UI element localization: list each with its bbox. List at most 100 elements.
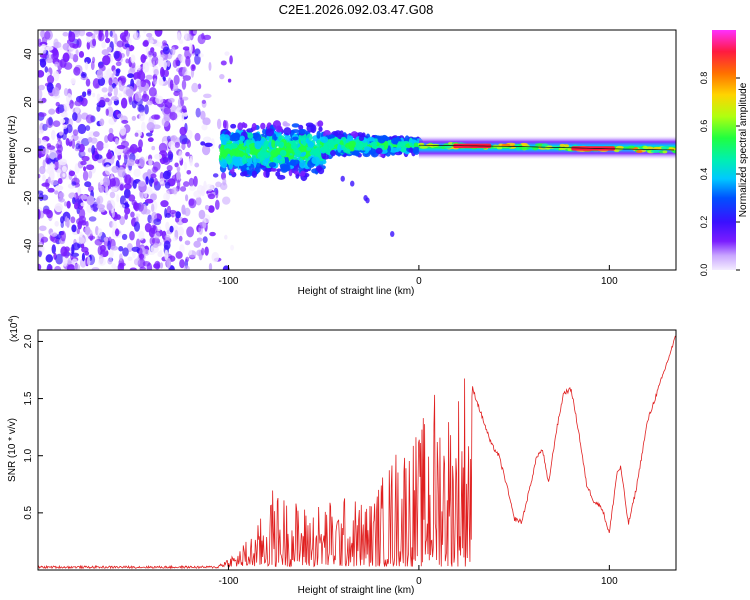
spectrogram-band-blob	[559, 143, 566, 147]
spectrogram-noise-blob	[193, 175, 198, 187]
spectrogram-noise-blob	[158, 56, 164, 68]
spectrogram-noise-blob	[98, 258, 106, 266]
spectrogram-signal-blob	[305, 146, 312, 151]
spectrogram-noise-blob	[104, 37, 111, 44]
spectrogram-signal-blob	[283, 127, 292, 136]
spectrogram-noise-blob	[41, 43, 47, 49]
spectrogram-noise-blob	[188, 198, 197, 209]
spectrogram-noise-blob	[179, 39, 184, 45]
spectrogram-noise-blob	[162, 76, 166, 82]
spectrogram-signal-blob	[276, 168, 282, 173]
spectrogram-noise-blob	[144, 223, 152, 233]
spectrogram-signal-blob	[348, 140, 357, 150]
spectrogram-noise-blob	[169, 209, 177, 215]
spectrogram-ylabel: Frequency (Hz)	[7, 116, 18, 185]
spectrogram-signal-blob	[271, 139, 276, 149]
spectrogram-signal-blob	[254, 140, 262, 150]
spectrogram-noise-blob	[168, 97, 175, 103]
spectrogram-noise-blob	[103, 70, 109, 79]
spectrogram-noise-blob	[66, 217, 70, 229]
spectrogram-noise-blob	[185, 194, 189, 202]
spectrogram-noise-blob	[144, 61, 150, 73]
spectrogram-signal-blob	[235, 156, 243, 162]
spectrogram-noise-blob	[178, 89, 183, 100]
spectrogram-noise-blob	[81, 155, 90, 162]
spectrogram-noise-blob	[108, 77, 113, 86]
spectrogram-noise-blob	[139, 156, 146, 168]
spectrogram-signal-blob	[354, 149, 360, 157]
spectrogram-band-blob	[532, 147, 539, 151]
spectrogram-band-blob	[652, 146, 662, 150]
spectrogram-noise-blob	[141, 93, 150, 102]
spectrogram-noise-blob	[87, 136, 93, 143]
spectrogram-signal-blob	[307, 141, 315, 149]
spectrogram-noise-blob	[205, 183, 214, 192]
spectrogram-noise-blob	[119, 184, 124, 191]
spectrogram-noise-blob	[91, 145, 96, 155]
spectrogram-noise-blob	[39, 47, 47, 55]
spectrogram-noise-blob	[110, 96, 119, 101]
spectrogram-noise-blob	[105, 108, 109, 116]
spectrogram-noise-blob	[88, 235, 96, 240]
spectrogram-noise-blob	[42, 159, 46, 169]
spectrogram-signal-blob	[291, 129, 300, 134]
spectrogram-noise-blob	[112, 69, 117, 76]
spectrogram-noise-blob	[182, 75, 192, 81]
spectrogram-noise-blob	[125, 58, 130, 64]
spectrogram-signal-blob	[293, 145, 298, 153]
spectrogram-noise-blob	[127, 159, 135, 167]
spectrogram-noise-blob	[69, 53, 74, 60]
spectrogram-noise-blob	[191, 64, 195, 70]
spectrogram-noise-blob	[204, 204, 210, 211]
spectrogram-noise-blob	[111, 165, 120, 173]
spectrogram-noise-blob	[133, 258, 141, 266]
spectrogram-signal-blob	[367, 136, 375, 142]
spectrogram-noise-blob	[220, 60, 227, 66]
spectrogram-band-blob	[672, 150, 676, 154]
spectrogram-noise-blob	[186, 140, 192, 148]
spectrogram-noise-blob	[42, 123, 48, 132]
spectrogram-noise-blob	[146, 100, 154, 105]
spectrogram-noise-blob	[57, 104, 65, 113]
spectrogram-noise-blob	[61, 165, 67, 173]
spectrogram-noise-blob	[85, 220, 89, 228]
spectrogram-noise-blob	[50, 231, 58, 237]
spectrogram-noise-blob	[136, 80, 142, 89]
spectrogram-signal-blob	[375, 147, 383, 154]
spectrogram-signal-blob	[363, 146, 372, 152]
spectrogram-noise-blob	[176, 166, 181, 172]
spectrogram-noise-blob	[111, 79, 120, 84]
spectrogram-noise-blob	[41, 182, 50, 187]
spectrogram-signal-blob	[264, 152, 270, 159]
spectrogram-noise-blob	[158, 142, 168, 154]
spectrogram-noise-blob	[158, 78, 164, 86]
snr-y-tick-label: 1.5	[23, 391, 34, 405]
spectrogram-noise-blob	[53, 157, 59, 162]
spectrogram-noise-blob	[119, 204, 126, 209]
spectrogram-noise-blob	[72, 43, 79, 49]
spectrogram-noise-blob	[63, 201, 68, 207]
spectrogram-noise-blob	[93, 30, 100, 35]
spectrogram-signal-blob	[334, 130, 342, 135]
spectrogram-noise-blob	[179, 126, 187, 136]
spectrogram-noise-blob	[38, 193, 44, 202]
spectrogram-noise-blob	[133, 201, 138, 211]
spectrogram-noise-blob	[97, 77, 106, 86]
spectrogram-noise-blob	[80, 71, 87, 79]
spectrogram-noise-blob	[124, 201, 129, 210]
spectrogram-signal-blob	[263, 140, 270, 148]
spectrogram-noise-blob	[175, 216, 180, 223]
spectrogram-signal-blob	[245, 147, 251, 154]
spectrogram-noise-blob	[101, 49, 109, 56]
spectrogram-signal-blob	[328, 134, 336, 139]
spectrogram-noise-blob	[70, 78, 76, 85]
spectrogram-noise-blob	[186, 169, 192, 175]
spectrogram-noise-blob	[148, 158, 153, 167]
spectrogram-noise-blob	[171, 46, 176, 56]
spectrogram-noise-blob	[196, 237, 203, 242]
spectrogram-noise-blob	[48, 116, 53, 126]
spectrogram-noise-blob	[84, 181, 92, 188]
spectrogram-noise-blob	[181, 96, 189, 101]
spectrogram-noise-blob	[115, 61, 122, 67]
spectrogram-signal-blob	[243, 170, 248, 177]
